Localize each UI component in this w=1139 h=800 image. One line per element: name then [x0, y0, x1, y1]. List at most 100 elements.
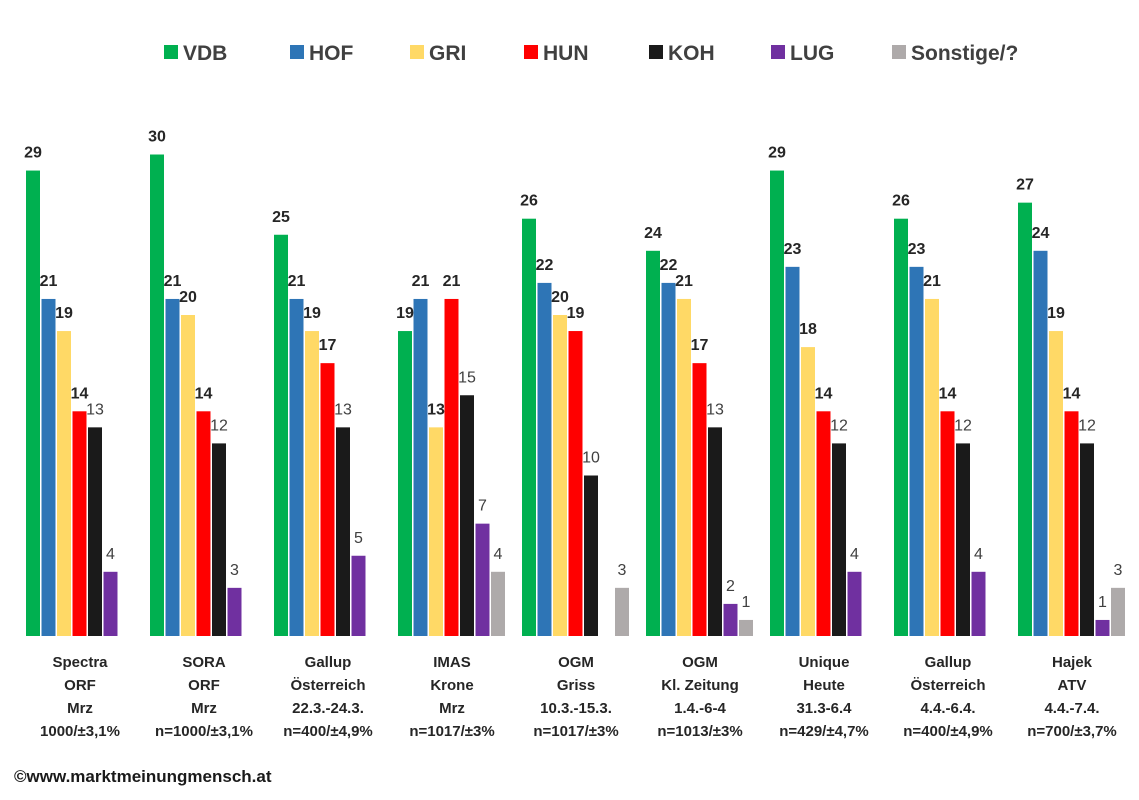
data-label-lug: 4 [850, 546, 859, 563]
data-label-sonstige: 3 [618, 562, 627, 579]
bar-sonstige [491, 571, 505, 636]
bar-vdb [646, 250, 660, 637]
category-label: IMAS Krone Mrz n=1017/±3% [409, 654, 494, 740]
data-label-koh: 13 [706, 401, 724, 418]
legend-item-hof: HOF [290, 42, 354, 65]
bar-koh [460, 395, 474, 636]
data-label-sonstige: 1 [742, 594, 751, 611]
poll-group: 25 21 19 17 13 5 [272, 209, 366, 636]
bar-hun [568, 331, 583, 636]
data-label-hof: 21 [164, 273, 182, 290]
category-label: Hajek ATV 4.4.-7.4. n=700/±3,7% [1027, 654, 1117, 740]
data-label-hun: 17 [691, 337, 709, 354]
bar-hof [909, 266, 924, 636]
legend-swatch-koh [649, 45, 663, 59]
data-label-gri: 21 [675, 273, 693, 290]
data-label-vdb: 27 [1016, 177, 1034, 194]
legend-item-hun: HUN [524, 42, 589, 65]
data-label-hof: 21 [412, 273, 430, 290]
bar-koh [336, 427, 350, 636]
data-label-hun: 21 [443, 273, 461, 290]
bar-koh [88, 427, 102, 636]
legend-label-koh: KOH [668, 42, 715, 65]
data-label-vdb: 26 [520, 193, 538, 210]
legend-label-gri: GRI [429, 42, 466, 65]
poll-group: 27 24 19 14 12 13 [1016, 177, 1125, 637]
data-label-vdb: 19 [396, 305, 414, 322]
bar-lug [971, 571, 986, 636]
legend-swatch-hun [524, 45, 538, 59]
bar-lug [1095, 619, 1110, 636]
bar-lug [723, 603, 738, 636]
data-label-lug: 5 [354, 530, 363, 547]
data-label-sonstige: 3 [1114, 562, 1123, 579]
bar-hof [413, 298, 428, 636]
copyright-footer: ©www.marktmeinungmensch.at [14, 767, 272, 786]
bar-koh [956, 443, 970, 636]
bar-hun [444, 298, 459, 636]
bar-vdb [1018, 202, 1032, 636]
bar-sonstige [615, 587, 629, 636]
bar-hof [1033, 250, 1048, 637]
bar-hof [537, 282, 552, 636]
data-label-koh: 13 [86, 401, 104, 418]
bar-koh [708, 427, 722, 636]
bar-hof [289, 298, 304, 636]
bar-hun [196, 411, 211, 636]
data-label-vdb: 29 [768, 145, 786, 162]
data-label-gri: 20 [551, 289, 569, 306]
bar-hof [41, 298, 56, 636]
bar-vdb [398, 331, 412, 636]
bar-hun [320, 363, 335, 636]
legend-label-vdb: VDB [183, 42, 227, 65]
data-label-koh: 12 [830, 417, 848, 434]
bar-gri [429, 427, 443, 636]
bar-koh [1080, 443, 1094, 636]
data-label-koh: 12 [1078, 417, 1096, 434]
bar-lug [227, 587, 242, 636]
bar-sonstige [1111, 587, 1125, 636]
data-label-hun: 14 [195, 385, 213, 402]
bar-lug [847, 571, 862, 636]
category-label: Unique Heute 31.3-6.4 n=429/±4,7% [779, 654, 869, 740]
legend-label-sonstige: Sonstige/? [911, 42, 1018, 65]
bar-gri [801, 347, 815, 636]
category-label: Gallup Österreich 4.4.-6.4. n=400/±4,9% [903, 654, 993, 740]
legend-label-lug: LUG [790, 42, 834, 65]
data-label-gri: 20 [179, 289, 197, 306]
bar-hun [692, 363, 707, 636]
data-label-hof: 21 [288, 273, 306, 290]
data-label-gri: 19 [1047, 305, 1065, 322]
bar-gri [57, 331, 71, 636]
poll-group: 26 23 21 14 12 4 [892, 193, 986, 636]
data-label-hun: 14 [939, 385, 957, 402]
category-label: OGM Griss 10.3.-15.3. n=1017/±3% [533, 654, 618, 740]
bar-hun [1064, 411, 1079, 636]
bar-gri [181, 315, 195, 636]
category-label: Gallup Österreich 22.3.-24.3. n=400/±4,9% [283, 654, 373, 740]
bar-vdb [894, 218, 908, 636]
legend-item-lug: LUG [771, 42, 834, 65]
legend-swatch-lug [771, 45, 785, 59]
bar-hun [72, 411, 87, 636]
bar-lug [475, 523, 490, 636]
bar-hof [785, 266, 800, 636]
data-label-lug: 4 [974, 546, 983, 563]
data-label-vdb: 29 [24, 145, 42, 162]
data-label-koh: 12 [954, 417, 972, 434]
legend-swatch-vdb [164, 45, 178, 59]
data-label-gri: 19 [55, 305, 73, 322]
bar-hof [165, 298, 180, 636]
bar-gri [553, 315, 567, 636]
legend-item-sonstige: Sonstige/? [892, 42, 1018, 65]
data-label-hun: 14 [71, 385, 89, 402]
bar-vdb [274, 234, 288, 636]
bar-gri [925, 298, 939, 636]
bar-lug [351, 555, 366, 636]
data-label-hof: 22 [536, 257, 554, 274]
data-label-vdb: 30 [148, 129, 166, 146]
